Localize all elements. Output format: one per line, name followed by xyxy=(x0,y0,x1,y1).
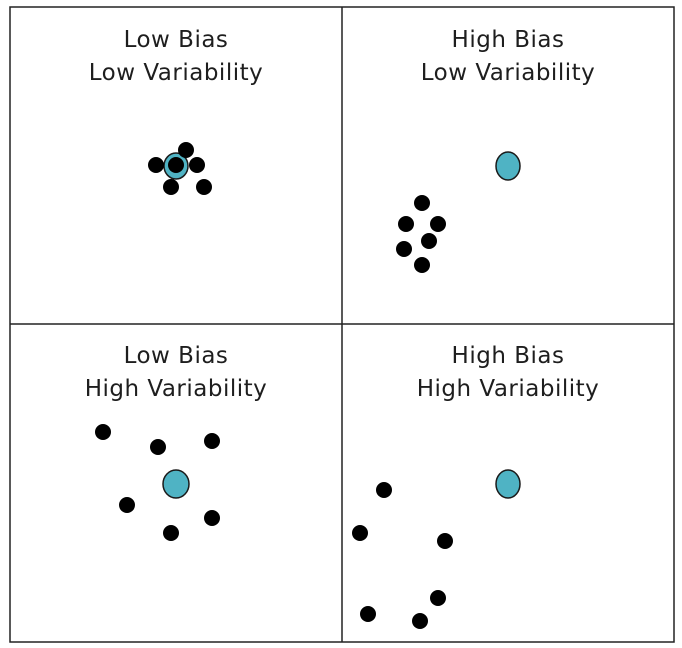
panel-title: Low Variability xyxy=(89,60,264,86)
dot xyxy=(150,439,166,455)
dot xyxy=(168,157,184,173)
panel-4-marks xyxy=(352,469,521,629)
dot xyxy=(163,179,179,195)
panel-1-marks xyxy=(148,142,212,195)
dot xyxy=(396,241,412,257)
panel-title: High Bias xyxy=(452,343,565,369)
dot xyxy=(437,533,453,549)
panel-title: High Variability xyxy=(85,376,268,402)
dot xyxy=(360,606,376,622)
dot xyxy=(163,525,179,541)
dot xyxy=(430,216,446,232)
panel-title: High Variability xyxy=(417,376,600,402)
dot xyxy=(412,613,428,629)
dot xyxy=(178,142,194,158)
target xyxy=(162,469,190,499)
dot xyxy=(204,510,220,526)
dot xyxy=(398,216,414,232)
dot xyxy=(430,590,446,606)
panel-title: Low Bias xyxy=(124,343,229,369)
dot xyxy=(119,497,135,513)
panel-title: Low Variability xyxy=(421,60,596,86)
dot xyxy=(352,525,368,541)
dot xyxy=(196,179,212,195)
dot xyxy=(421,233,437,249)
dot xyxy=(95,424,111,440)
panel-title: High Bias xyxy=(452,27,565,53)
panel-title: Low Bias xyxy=(124,27,229,53)
target xyxy=(495,469,521,499)
dot xyxy=(414,257,430,273)
target xyxy=(495,151,521,181)
panel-2-marks xyxy=(396,151,521,273)
dot xyxy=(148,157,164,173)
dot xyxy=(189,157,205,173)
dot xyxy=(376,482,392,498)
panel-3-marks xyxy=(95,424,220,541)
dot xyxy=(204,433,220,449)
dot xyxy=(414,195,430,211)
